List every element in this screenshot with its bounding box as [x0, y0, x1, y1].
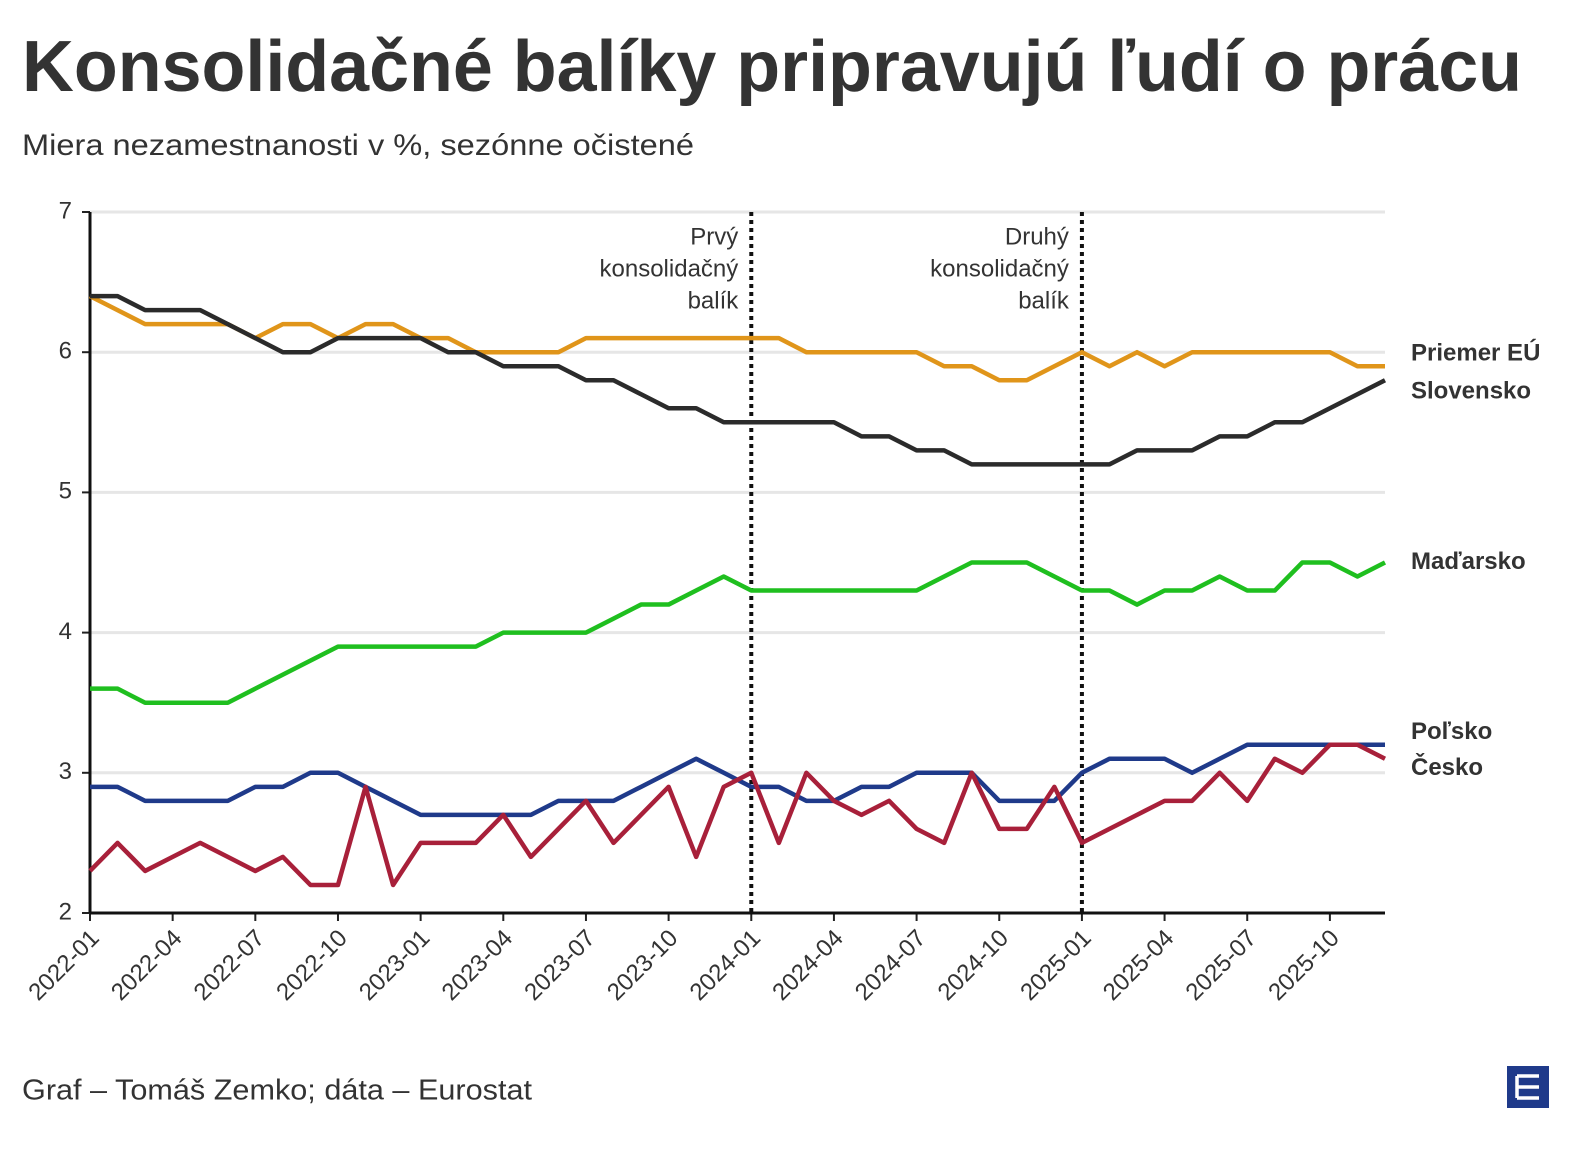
y-tick-label: 6	[59, 338, 72, 365]
x-tick-label: 2022-04	[106, 925, 187, 1006]
logo	[1507, 1066, 1549, 1108]
x-tick-label: 2023-01	[354, 925, 435, 1006]
annotation-text: konsolidačný	[600, 255, 739, 282]
x-tick-label: 2025-07	[1181, 925, 1262, 1006]
x-tick-label: 2025-10	[1263, 925, 1344, 1006]
x-tick-label: 2022-10	[271, 925, 352, 1006]
legend-label: Poľsko	[1411, 718, 1492, 745]
x-tick-label: 2022-01	[23, 925, 104, 1006]
annotation-text: Prvý	[690, 223, 738, 250]
y-tick-label: 5	[59, 478, 72, 505]
chart-title: Konsolidačné balíky pripravujú ľudí o pr…	[22, 27, 1522, 107]
series-line	[90, 560, 1387, 705]
legend-label: Maďarsko	[1411, 548, 1526, 575]
annotation-text: Druhý	[1005, 223, 1069, 250]
x-tick-label: 2023-10	[602, 925, 683, 1006]
legend-label: Česko	[1411, 753, 1483, 781]
x-tick-label: 2024-01	[685, 925, 766, 1006]
y-tick-label: 3	[59, 758, 72, 785]
annotation-text: balík	[688, 287, 740, 314]
source-note: Graf – Tomáš Zemko; dáta – Eurostat	[22, 1075, 532, 1107]
legend-label: Priemer EÚ	[1411, 339, 1540, 367]
x-tick-label: 2022-07	[189, 925, 270, 1006]
x-tick-label: 2024-07	[850, 925, 931, 1006]
x-tick-label: 2025-01	[1015, 925, 1096, 1006]
y-tick-label: 4	[59, 618, 72, 645]
chart-subtitle: Miera nezamestnanosti v %, sezónne očist…	[22, 129, 694, 162]
x-tick-label: 2024-04	[767, 925, 848, 1006]
legend-label: Slovensko	[1411, 378, 1531, 405]
annotation-text: konsolidačný	[930, 255, 1069, 282]
x-tick-label: 2023-07	[519, 925, 600, 1006]
series-line	[88, 294, 1385, 383]
x-tick-label: 2023-04	[437, 925, 518, 1006]
annotation-text: balík	[1018, 287, 1070, 314]
x-tick-label: 2024-10	[933, 925, 1014, 1006]
series-line	[90, 293, 1387, 467]
y-tick-label: 7	[59, 197, 72, 224]
x-tick-label: 2025-04	[1098, 925, 1179, 1006]
y-tick-label: 2	[59, 898, 72, 925]
series-line	[88, 742, 1387, 888]
